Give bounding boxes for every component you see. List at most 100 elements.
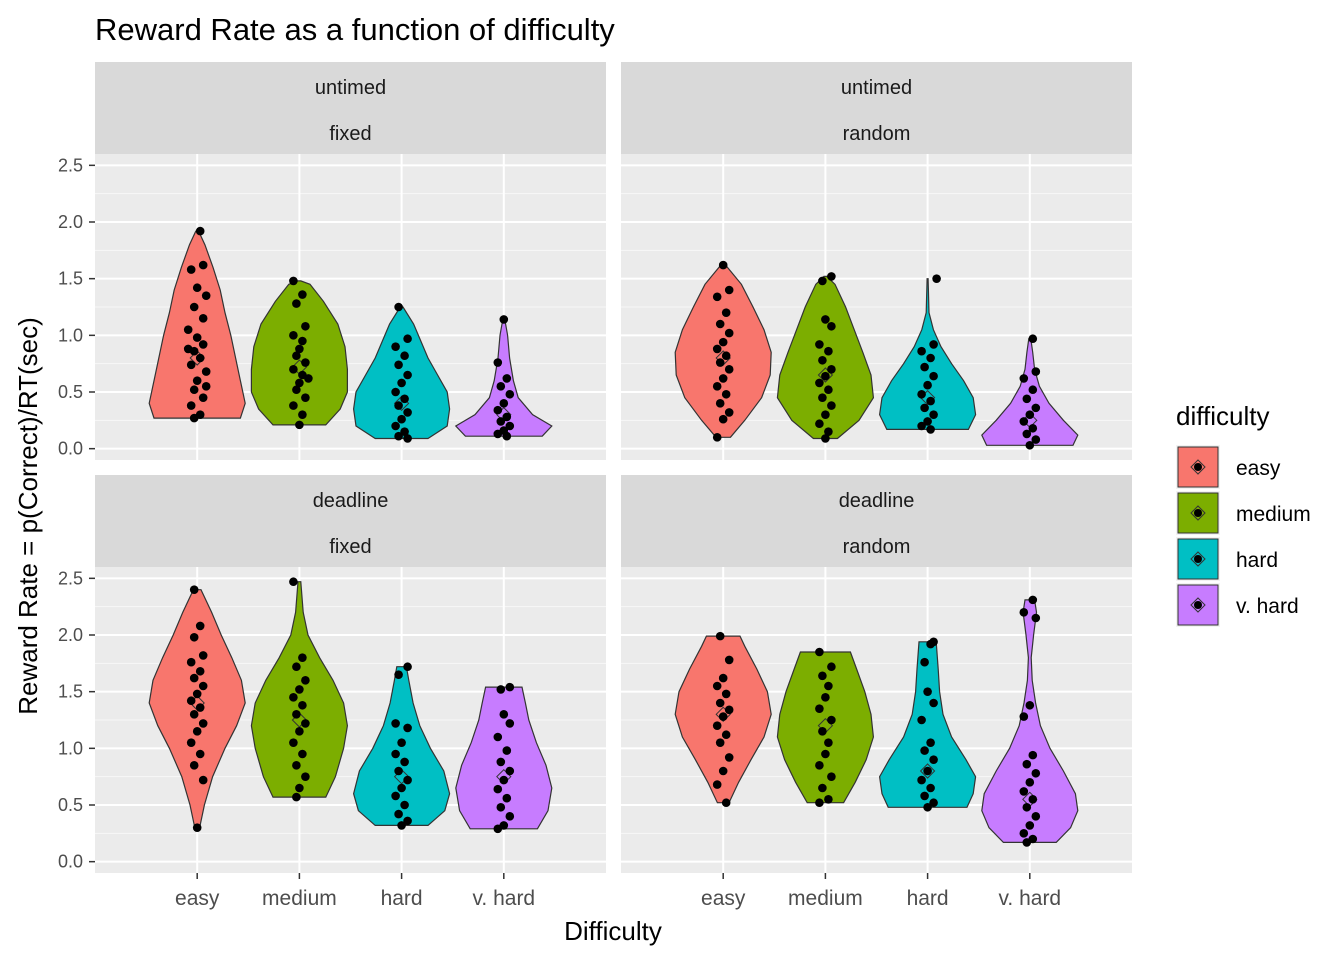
data-point <box>502 431 512 441</box>
data-point <box>1031 768 1041 778</box>
data-point <box>400 800 409 810</box>
violin-vhard <box>981 599 1079 843</box>
y-tick-label: 1.0 <box>58 738 83 758</box>
data-point <box>189 673 199 683</box>
data-point <box>493 784 503 794</box>
data-point <box>301 719 310 728</box>
x-tick-label: easy <box>175 887 220 910</box>
data-point <box>929 698 938 708</box>
data-point <box>189 585 199 594</box>
legend-point <box>1194 601 1202 609</box>
data-point <box>824 427 833 436</box>
violin-hard <box>878 641 977 808</box>
data-point <box>301 676 310 685</box>
data-point <box>195 353 205 363</box>
data-point <box>1022 394 1032 404</box>
data-point <box>295 685 304 694</box>
data-point <box>818 393 827 402</box>
data-point <box>496 685 506 694</box>
data-point <box>1028 595 1038 605</box>
data-point <box>1019 374 1029 383</box>
y-tick-label: 0.0 <box>58 852 83 872</box>
data-point <box>400 427 409 436</box>
data-point <box>499 710 509 719</box>
data-point <box>1028 750 1038 760</box>
panel-strip-label: fixed <box>329 123 371 145</box>
data-point <box>298 749 307 759</box>
data-point <box>1031 367 1041 376</box>
data-point <box>715 358 725 367</box>
data-point <box>1028 795 1038 804</box>
data-point <box>818 727 827 736</box>
data-point <box>403 662 412 672</box>
data-point <box>917 346 926 356</box>
data-point <box>815 704 824 713</box>
data-point <box>183 325 193 334</box>
data-point <box>301 393 310 402</box>
data-point <box>397 414 406 424</box>
data-point <box>824 385 833 395</box>
data-point <box>1028 423 1038 433</box>
panel-strip-label: untimed <box>315 77 386 99</box>
data-point <box>394 809 403 819</box>
data-point <box>827 272 836 281</box>
data-point <box>502 746 512 755</box>
data-point <box>192 727 202 736</box>
legend-label: hard <box>1236 549 1278 572</box>
data-point <box>394 766 403 776</box>
data-point <box>1022 802 1032 812</box>
data-point <box>183 344 193 354</box>
data-point <box>724 285 734 295</box>
y-tick-label: 1.0 <box>58 325 83 345</box>
data-point <box>394 431 403 441</box>
data-point <box>391 791 400 801</box>
data-point <box>186 265 196 274</box>
data-point <box>298 653 307 662</box>
data-point <box>712 382 722 391</box>
data-point <box>815 761 824 770</box>
data-point <box>403 408 412 417</box>
data-point <box>496 417 506 426</box>
data-point <box>295 420 304 430</box>
data-point <box>289 693 298 702</box>
data-point <box>821 749 830 759</box>
data-point <box>815 378 824 388</box>
data-point <box>394 302 403 312</box>
data-point <box>186 401 196 410</box>
data-point <box>715 319 725 329</box>
data-point <box>718 414 728 424</box>
legend-point <box>1194 509 1202 517</box>
data-point <box>186 738 196 747</box>
data-point <box>192 333 202 342</box>
data-point <box>505 719 515 728</box>
data-point <box>724 753 734 762</box>
panel-strip <box>621 475 1132 567</box>
data-point <box>827 365 836 374</box>
data-point <box>1031 403 1041 413</box>
data-point <box>923 687 932 696</box>
data-point <box>815 419 824 429</box>
data-point <box>721 389 731 399</box>
data-point <box>1019 608 1029 617</box>
data-point <box>920 657 929 667</box>
data-point <box>721 730 731 740</box>
panel-strip-label: random <box>843 536 911 558</box>
panel: untimed random <box>621 62 1132 460</box>
data-point <box>827 715 836 725</box>
data-point <box>189 302 199 312</box>
data-point <box>724 365 734 374</box>
data-point <box>920 746 929 755</box>
data-point <box>815 340 824 349</box>
y-tick-label: 0.5 <box>58 382 83 402</box>
data-point <box>926 639 935 649</box>
data-point <box>499 399 509 408</box>
data-point <box>301 321 310 331</box>
data-point <box>917 775 926 785</box>
data-point <box>1022 759 1032 769</box>
data-point <box>821 434 830 443</box>
data-point <box>394 360 403 370</box>
legend-point <box>1194 555 1202 563</box>
data-point <box>403 775 412 785</box>
legend-label: v. hard <box>1236 595 1299 618</box>
